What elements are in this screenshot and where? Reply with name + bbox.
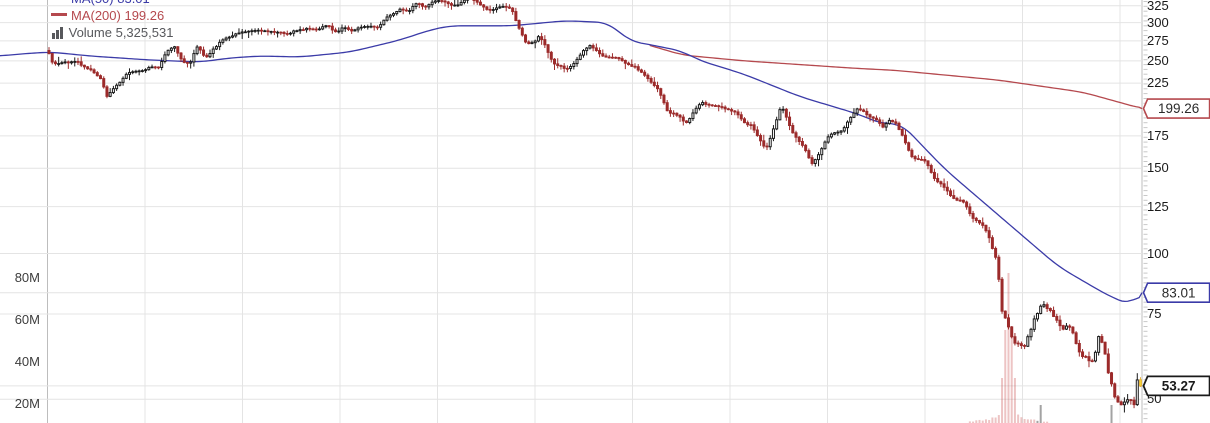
svg-text:83.01: 83.01	[1162, 285, 1196, 300]
svg-text:53.27: 53.27	[1162, 379, 1196, 394]
svg-text:199.26: 199.26	[1158, 101, 1199, 116]
